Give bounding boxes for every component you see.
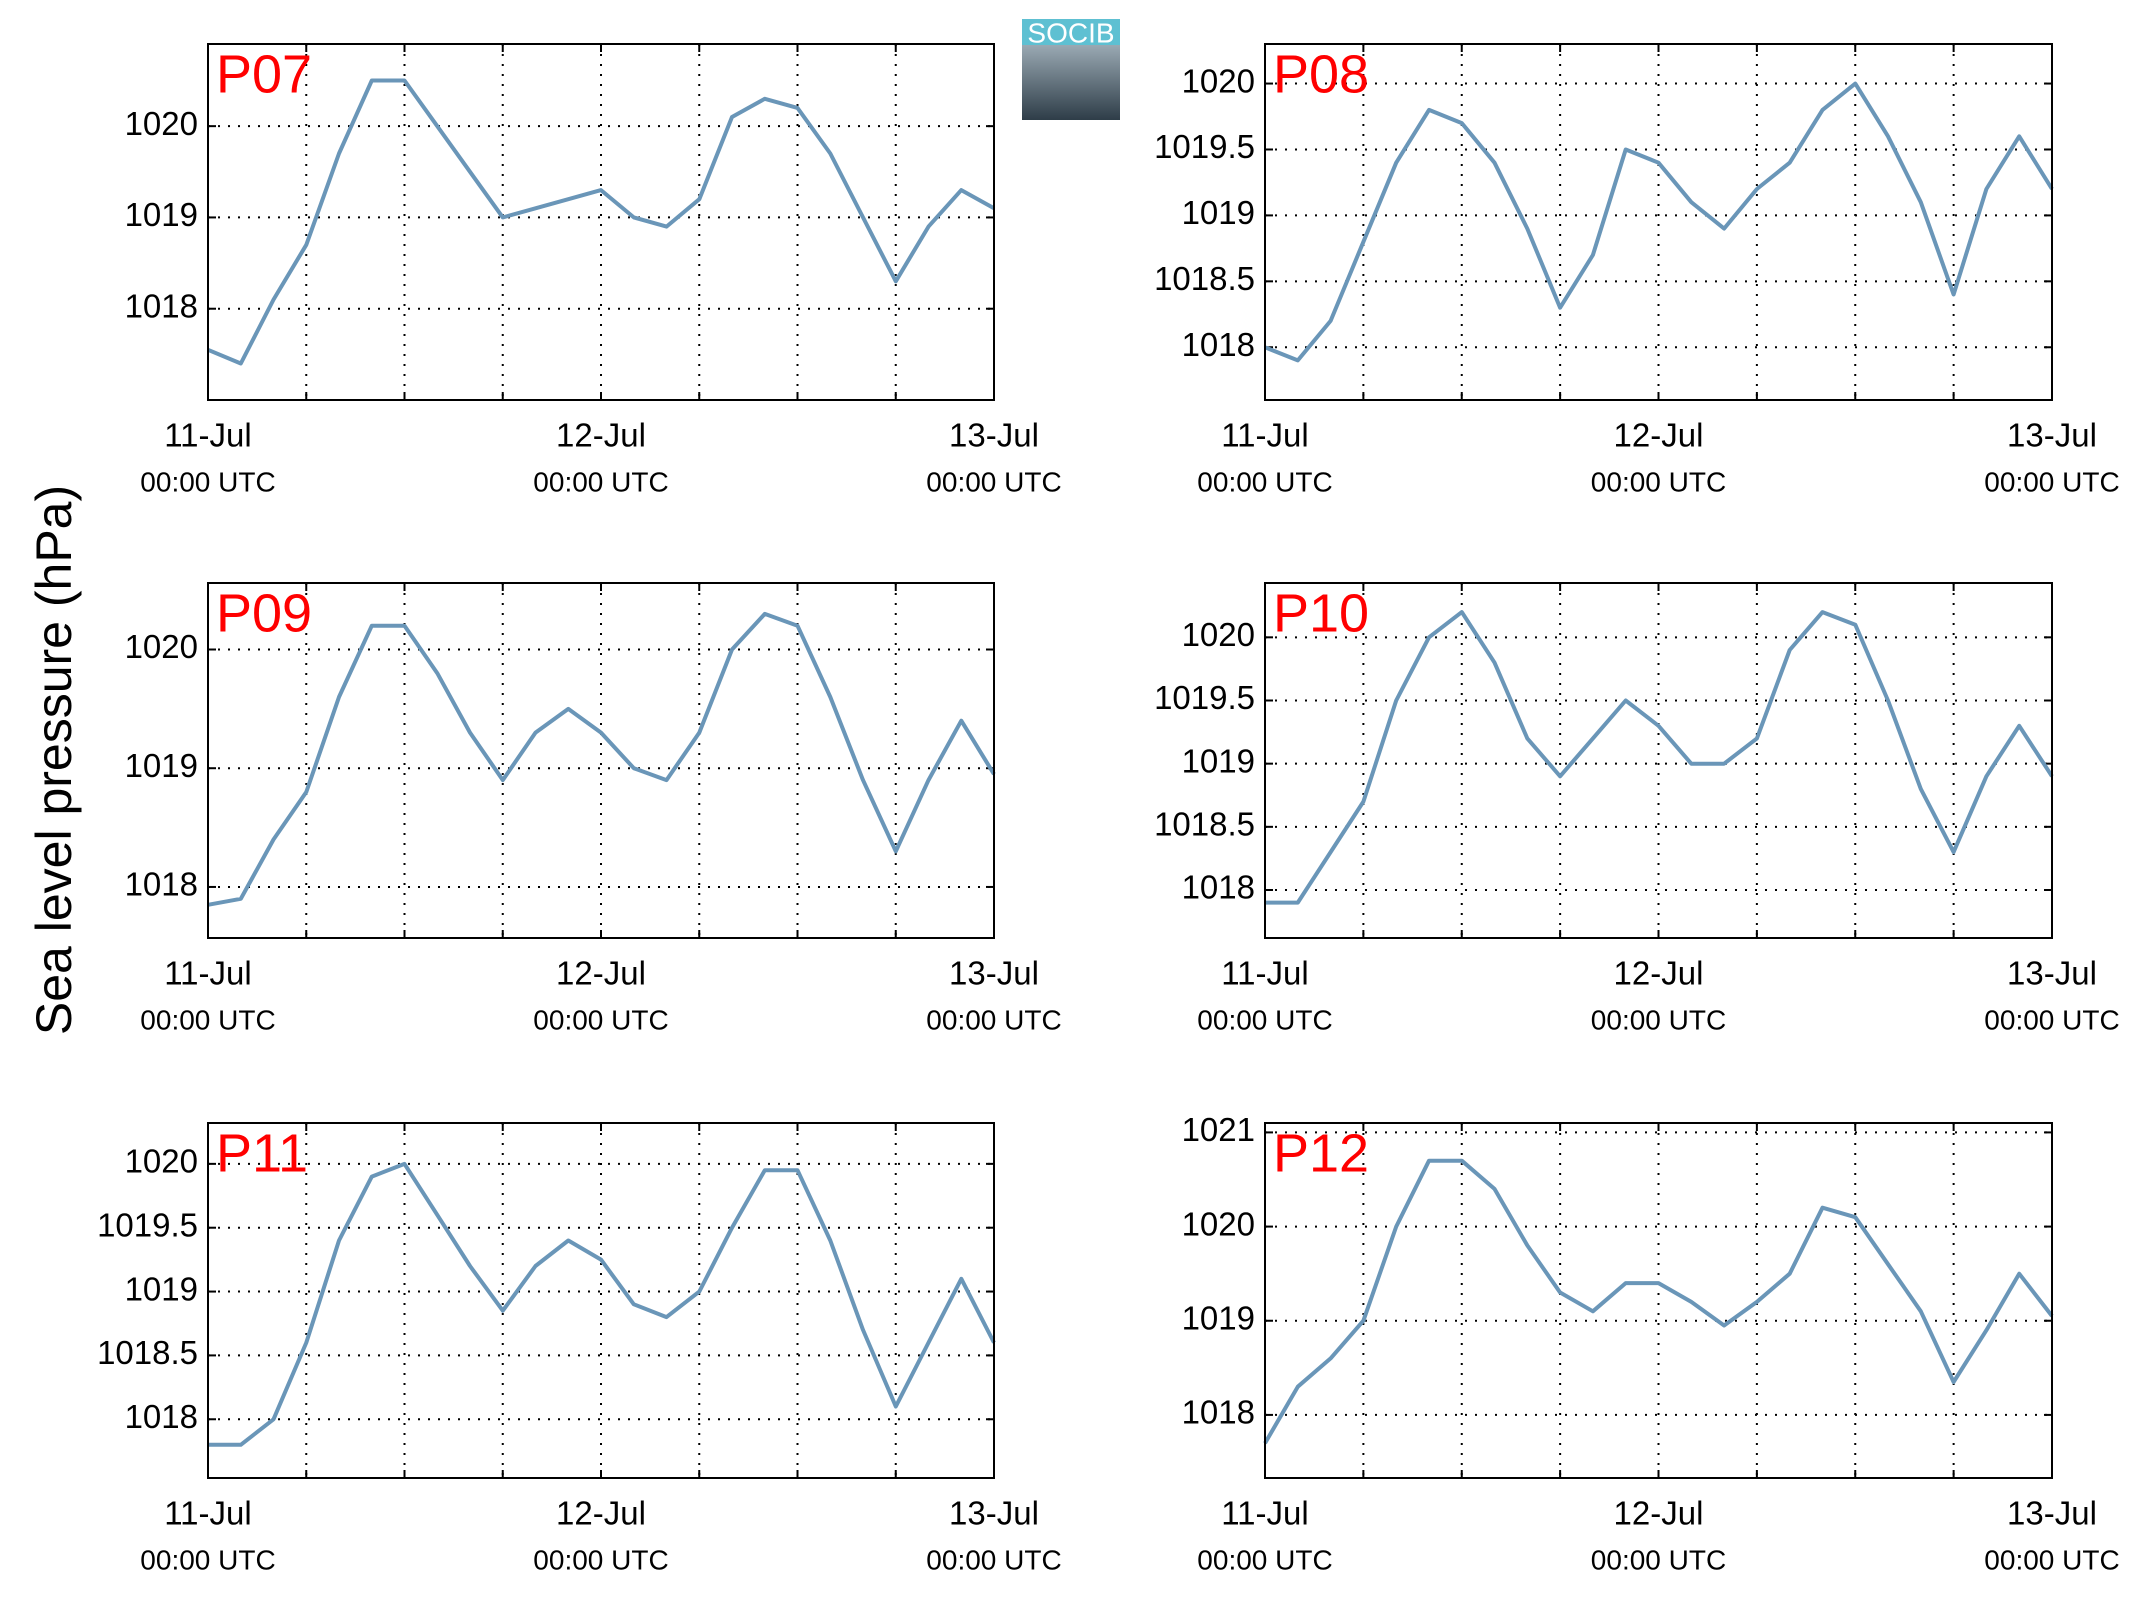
x-tick-sublabel: 00:00 UTC	[533, 1004, 668, 1035]
x-tick-sublabel: 00:00 UTC	[1591, 1004, 1726, 1035]
x-tick-label: 12-Jul	[1614, 955, 1704, 992]
panel-title: P11	[216, 1123, 308, 1183]
logo-body	[1022, 45, 1120, 120]
x-tick-label: 13-Jul	[949, 417, 1039, 454]
logo-band	[1022, 19, 1120, 45]
y-tick-label: 1018.5	[1154, 806, 1255, 843]
x-tick-label: 13-Jul	[2007, 955, 2097, 992]
y-axis-label: Sea level pressure (hPa)	[26, 485, 82, 1035]
y-tick-label: 1020	[1182, 62, 1255, 99]
panel: 11-Jul 00:00 UTC 12-Jul 00:00 UTC 13-Jul 00:0…	[1182, 1111, 2120, 1575]
y-tick-label: 1020	[125, 628, 198, 665]
x-tick-label: 13-Jul	[2007, 1495, 2097, 1532]
y-tick-label: 1020	[1182, 1205, 1255, 1242]
x-tick-label: 11-Jul	[1221, 417, 1308, 454]
logo-text: SOCIB	[1027, 17, 1114, 48]
y-tick-label: 1021	[1182, 1111, 1255, 1148]
y-tick-label: 1018	[1182, 869, 1255, 906]
panel: 11-Jul 00:00 UTC 12-Jul 00:00 UTC 13-Jul 00:0…	[125, 582, 1062, 1035]
y-tick-label: 1018	[125, 866, 198, 903]
y-tick-label: 1020	[125, 105, 198, 142]
x-tick-sublabel: 00:00 UTC	[926, 1004, 1061, 1035]
x-tick-label: 13-Jul	[2007, 417, 2097, 454]
x-tick-sublabel: 00:00 UTC	[140, 1004, 275, 1035]
panel-title: P08	[1273, 44, 1369, 104]
plot-frame	[1264, 582, 2053, 939]
x-tick-label: 11-Jul	[164, 417, 251, 454]
y-tick-label: 1019	[125, 1270, 198, 1307]
y-tick-label: 1019	[1182, 1299, 1255, 1336]
x-tick-sublabel: 00:00 UTC	[1984, 466, 2119, 497]
y-tick-label: 1018.5	[1154, 260, 1255, 297]
y-tick-label: 1019.5	[97, 1206, 198, 1243]
plot-frame	[1264, 43, 2053, 401]
x-tick-label: 12-Jul	[1614, 417, 1704, 454]
line	[207, 78, 995, 366]
line	[1263, 1158, 2054, 1445]
panel: 11-Jul 00:00 UTC 12-Jul 00:00 UTC 13-Jul 00:0…	[125, 43, 1062, 497]
x-tick-label: 11-Jul	[164, 1495, 251, 1532]
y-tick-label: 1019.5	[1154, 679, 1255, 716]
x-tick-label: 11-Jul	[1221, 1495, 1308, 1532]
panel-title: P09	[216, 583, 312, 643]
y-tick-label: 1020	[125, 1143, 198, 1180]
panel: 11-Jul 00:00 UTC 12-Jul 00:00 UTC 13-Jul 00:0…	[1154, 582, 2120, 1035]
x-tick-sublabel: 00:00 UTC	[1197, 466, 1332, 497]
line	[207, 611, 996, 907]
y-tick-label: 1018	[125, 1398, 198, 1435]
y-tick-label: 1018	[1182, 326, 1255, 363]
x-tick-sublabel: 00:00 UTC	[140, 1544, 275, 1575]
line	[208, 1161, 996, 1447]
x-tick-label: 11-Jul	[164, 955, 251, 992]
x-tick-sublabel: 00:00 UTC	[926, 1544, 1061, 1575]
x-tick-sublabel: 00:00 UTC	[1984, 1544, 2119, 1575]
panel-title: P10	[1273, 583, 1369, 643]
x-tick-label: 12-Jul	[1614, 1495, 1704, 1532]
y-tick-label: 1019	[1182, 742, 1255, 779]
x-tick-label: 11-Jul	[1221, 955, 1308, 992]
x-tick-label: 12-Jul	[556, 417, 646, 454]
plot-frame	[1264, 1122, 2053, 1479]
panel: 11-Jul 00:00 UTC 12-Jul 00:00 UTC 13-Jul 00:0…	[97, 1122, 1062, 1575]
x-tick-label: 13-Jul	[949, 955, 1039, 992]
panel-title: P07	[216, 44, 312, 104]
y-tick-label: 1019	[1182, 194, 1255, 231]
y-tick-label: 1020	[1182, 616, 1255, 653]
x-tick-sublabel: 00:00 UTC	[1591, 466, 1726, 497]
plot-frame	[207, 1122, 995, 1479]
x-tick-sublabel: 00:00 UTC	[926, 466, 1061, 497]
x-tick-sublabel: 00:00 UTC	[1984, 1004, 2119, 1035]
x-tick-sublabel: 00:00 UTC	[140, 466, 275, 497]
y-tick-label: 1019.5	[1154, 128, 1255, 165]
panel-title: P12	[1273, 1123, 1369, 1183]
y-tick-label: 1018	[125, 287, 198, 324]
x-tick-label: 13-Jul	[949, 1495, 1039, 1532]
line	[1265, 610, 2054, 905]
plot-frame	[207, 43, 995, 401]
x-tick-sublabel: 00:00 UTC	[1197, 1004, 1332, 1035]
x-tick-label: 12-Jul	[556, 955, 646, 992]
y-tick-label: 1019	[125, 196, 198, 233]
y-tick-label: 1019	[125, 747, 198, 784]
y-tick-label: 1018	[1182, 1394, 1255, 1431]
plot-frame	[207, 582, 995, 939]
line	[1264, 81, 2054, 363]
panel: 11-Jul 00:00 UTC 12-Jul 00:00 UTC 13-Jul 00:0…	[1154, 43, 2120, 497]
x-tick-label: 12-Jul	[556, 1495, 646, 1532]
x-tick-sublabel: 00:00 UTC	[1197, 1544, 1332, 1575]
y-tick-label: 1018.5	[97, 1334, 198, 1371]
x-tick-sublabel: 00:00 UTC	[533, 1544, 668, 1575]
x-tick-sublabel: 00:00 UTC	[1591, 1544, 1726, 1575]
logo: SOCIB	[1022, 17, 1120, 120]
x-tick-sublabel: 00:00 UTC	[533, 466, 668, 497]
